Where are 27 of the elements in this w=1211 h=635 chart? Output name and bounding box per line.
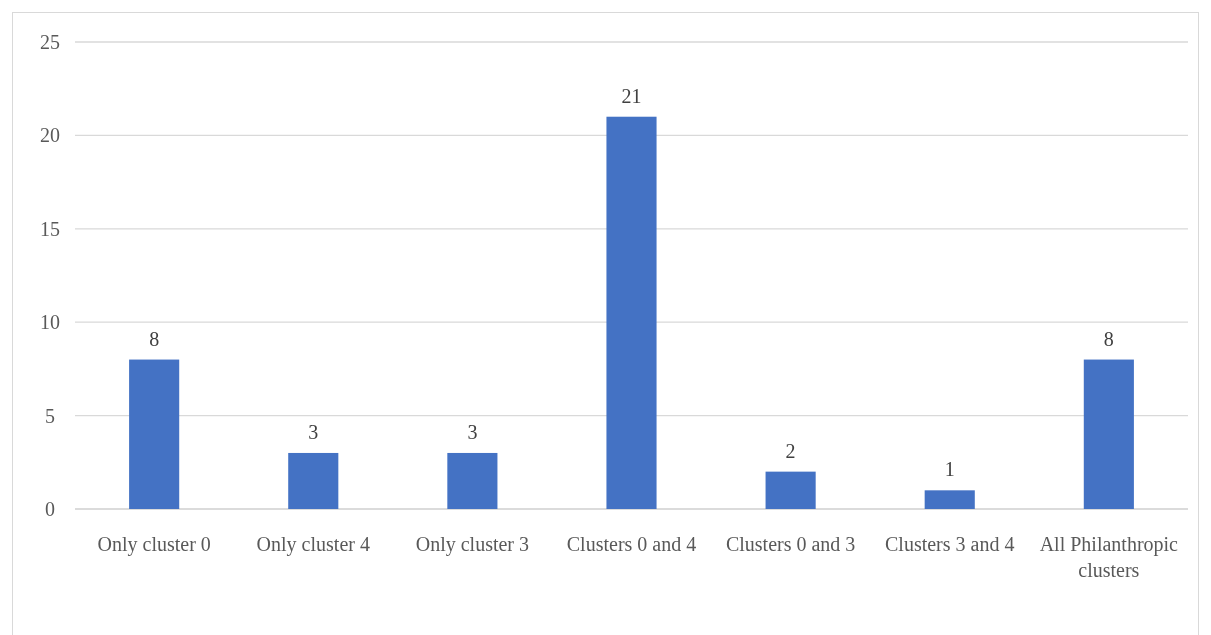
y-tick-label: 0 [45, 498, 55, 520]
bar [924, 490, 975, 509]
bar [447, 452, 498, 509]
y-tick-label: 5 [45, 404, 55, 427]
data-label: 3 [308, 420, 319, 443]
bar [765, 471, 816, 509]
x-tick-label: Clusters 0 and 4 [566, 533, 697, 555]
x-tick-label: Clusters 3 and 4 [885, 533, 1015, 555]
y-tick-label: 10 [40, 311, 60, 334]
bar [1083, 359, 1134, 509]
x-tick-label: Only cluster 4 [256, 533, 370, 556]
bar [606, 116, 657, 509]
data-label: 8 [149, 327, 160, 350]
bar [288, 452, 339, 509]
data-label: 3 [467, 420, 478, 443]
data-label: 1 [944, 458, 955, 481]
data-label: 2 [785, 439, 796, 462]
data-label: 8 [1103, 327, 1114, 350]
y-tick-label: 15 [40, 217, 60, 240]
data-label: 21 [621, 84, 642, 107]
x-tick-label: Clusters 0 and 3 [725, 533, 856, 555]
bar [129, 359, 180, 509]
x-tick-label: Only cluster 0 [97, 533, 211, 556]
x-tick-label: Only cluster 3 [415, 533, 530, 556]
x-tick-label: All Philanthropic clusters [1039, 533, 1179, 581]
y-tick-label: 20 [40, 124, 60, 147]
y-tick-label: 25 [40, 31, 60, 53]
